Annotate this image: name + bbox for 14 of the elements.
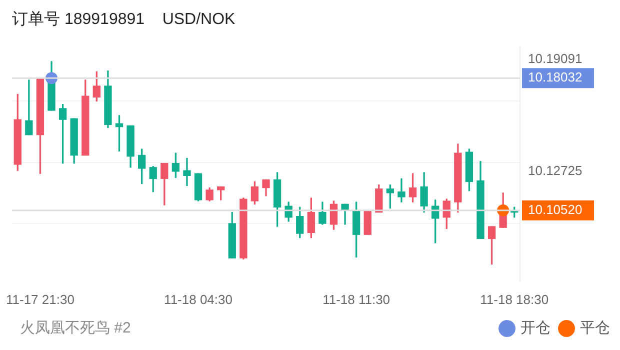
text: 火凤凰不死鸟 #2	[20, 320, 131, 337]
chart-title: 订单号 189919891 USD/NOK	[12, 10, 236, 28]
legend-label: 平仓	[580, 320, 610, 337]
ref-line-label: 10.18032	[528, 70, 582, 85]
x-tick-label: 11-18 11:30	[322, 292, 390, 307]
x-tick-label: 11-17 21:30	[6, 292, 74, 307]
y-tick-label: 10.19091	[528, 51, 582, 66]
x-tick-label: 11-18 04:30	[164, 292, 232, 307]
candlestick	[183, 158, 191, 186]
y-tick-label: 10.12725	[528, 163, 582, 178]
ref-line-label: 10.10520	[528, 202, 582, 217]
legend-label: 开仓	[520, 320, 550, 337]
x-tick-label: 11-18 18:30	[480, 292, 549, 307]
candlestick	[398, 178, 406, 202]
